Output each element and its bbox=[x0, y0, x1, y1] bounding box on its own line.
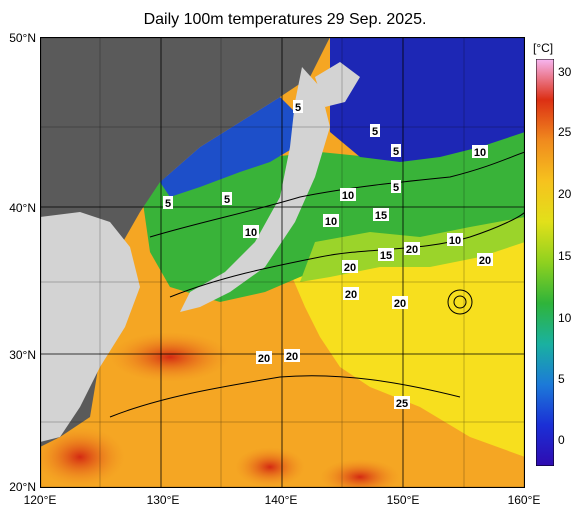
temperature-map: 5 5 5 5 5 5 10 10 10 10 10 15 15 20 20 20 20 20 20 20 25 bbox=[40, 37, 525, 488]
svg-text:5: 5 bbox=[295, 102, 301, 114]
contour-label: 25 bbox=[394, 396, 410, 410]
svg-text:25: 25 bbox=[396, 398, 408, 410]
graticule-minor bbox=[40, 37, 525, 488]
contour-label: 20 bbox=[256, 351, 272, 365]
svg-text:5: 5 bbox=[224, 194, 230, 206]
lon-label-120e: 120°E bbox=[23, 493, 57, 507]
svg-text:5: 5 bbox=[393, 182, 399, 194]
colorbar-tick-25: 25 bbox=[558, 125, 572, 139]
map-frame bbox=[40, 37, 525, 488]
contour-labels: 5 5 5 5 5 5 10 10 10 10 10 15 15 20 20 20 20 20 20 20 25 bbox=[163, 100, 493, 410]
hotspot-south-1 bbox=[40, 427, 125, 487]
contour-label: 20 bbox=[284, 349, 300, 363]
svg-text:10: 10 bbox=[245, 227, 257, 239]
lat-label-40n: 40°N bbox=[9, 201, 36, 215]
yellow-region bbox=[290, 222, 525, 457]
contour-label: 5 bbox=[391, 144, 401, 158]
svg-text:20: 20 bbox=[406, 244, 418, 256]
svg-text:10: 10 bbox=[342, 190, 354, 202]
svg-text:20: 20 bbox=[479, 255, 491, 267]
lon-label-140e: 140°E bbox=[264, 493, 298, 507]
contour-label: 5 bbox=[370, 124, 380, 138]
cold-sea-of-japan bbox=[160, 97, 300, 197]
svg-text:20: 20 bbox=[258, 353, 270, 365]
contour-label: 10 bbox=[472, 145, 488, 159]
contour-label: 5 bbox=[163, 196, 173, 210]
contour-label: 20 bbox=[342, 260, 358, 274]
map-title: Daily 100m temperatures 29 Sep. 2025. bbox=[143, 11, 427, 28]
lat-label-30n: 30°N bbox=[9, 348, 36, 362]
colorbar-unit: [°C] bbox=[533, 41, 554, 55]
contour-label: 10 bbox=[243, 225, 259, 239]
svg-text:10: 10 bbox=[325, 216, 337, 228]
contour-label: 10 bbox=[447, 233, 463, 247]
land-korea-china bbox=[40, 212, 140, 442]
colorbar-tick-10: 10 bbox=[558, 311, 572, 325]
contour-label: 10 bbox=[340, 188, 356, 202]
lon-label-150e: 150°E bbox=[386, 493, 420, 507]
svg-text:10: 10 bbox=[474, 147, 486, 159]
contour-label: 15 bbox=[373, 208, 389, 222]
hotspot-kuroshio bbox=[110, 332, 230, 382]
svg-text:5: 5 bbox=[165, 198, 171, 210]
land-japan bbox=[180, 67, 330, 312]
lon-label-130e: 130°E bbox=[146, 493, 180, 507]
contour-label: 20 bbox=[392, 296, 408, 310]
svg-text:20: 20 bbox=[344, 262, 356, 274]
svg-text:15: 15 bbox=[375, 210, 387, 222]
svg-text:5: 5 bbox=[393, 146, 399, 158]
colorbar-tick-20: 20 bbox=[558, 187, 572, 201]
lat-label-50n: 50°N bbox=[9, 31, 36, 45]
lon-label-160e: 160°E bbox=[507, 493, 541, 507]
contour-label: 20 bbox=[477, 253, 493, 267]
colorbar-tick-30: 30 bbox=[558, 65, 572, 79]
contour-label: 5 bbox=[222, 192, 232, 206]
colorbar-tick-0: 0 bbox=[558, 433, 565, 447]
contour-label: 20 bbox=[404, 242, 420, 256]
contour-label: 20 bbox=[343, 287, 359, 301]
lat-label-20n: 20°N bbox=[9, 480, 36, 494]
colorbar-tick-15: 15 bbox=[558, 249, 572, 263]
svg-text:15: 15 bbox=[380, 250, 392, 262]
land-hokkaido bbox=[315, 62, 360, 107]
hotspot-south-2 bbox=[235, 447, 305, 487]
contour-label: 5 bbox=[391, 180, 401, 194]
colorbar bbox=[536, 59, 554, 466]
svg-text:10: 10 bbox=[449, 235, 461, 247]
svg-text:20: 20 bbox=[286, 351, 298, 363]
nodata-region bbox=[40, 37, 330, 447]
svg-text:20: 20 bbox=[394, 298, 406, 310]
svg-text:5: 5 bbox=[372, 126, 378, 138]
contour-label: 10 bbox=[323, 214, 339, 228]
contour-label: 15 bbox=[378, 248, 394, 262]
hotspot-south-3 bbox=[320, 459, 400, 488]
colorbar-gradient bbox=[536, 59, 554, 466]
colorbar-tick-5: 5 bbox=[558, 372, 565, 386]
contour-label: 5 bbox=[293, 100, 303, 114]
svg-text:20: 20 bbox=[345, 289, 357, 301]
graticule bbox=[40, 37, 525, 488]
